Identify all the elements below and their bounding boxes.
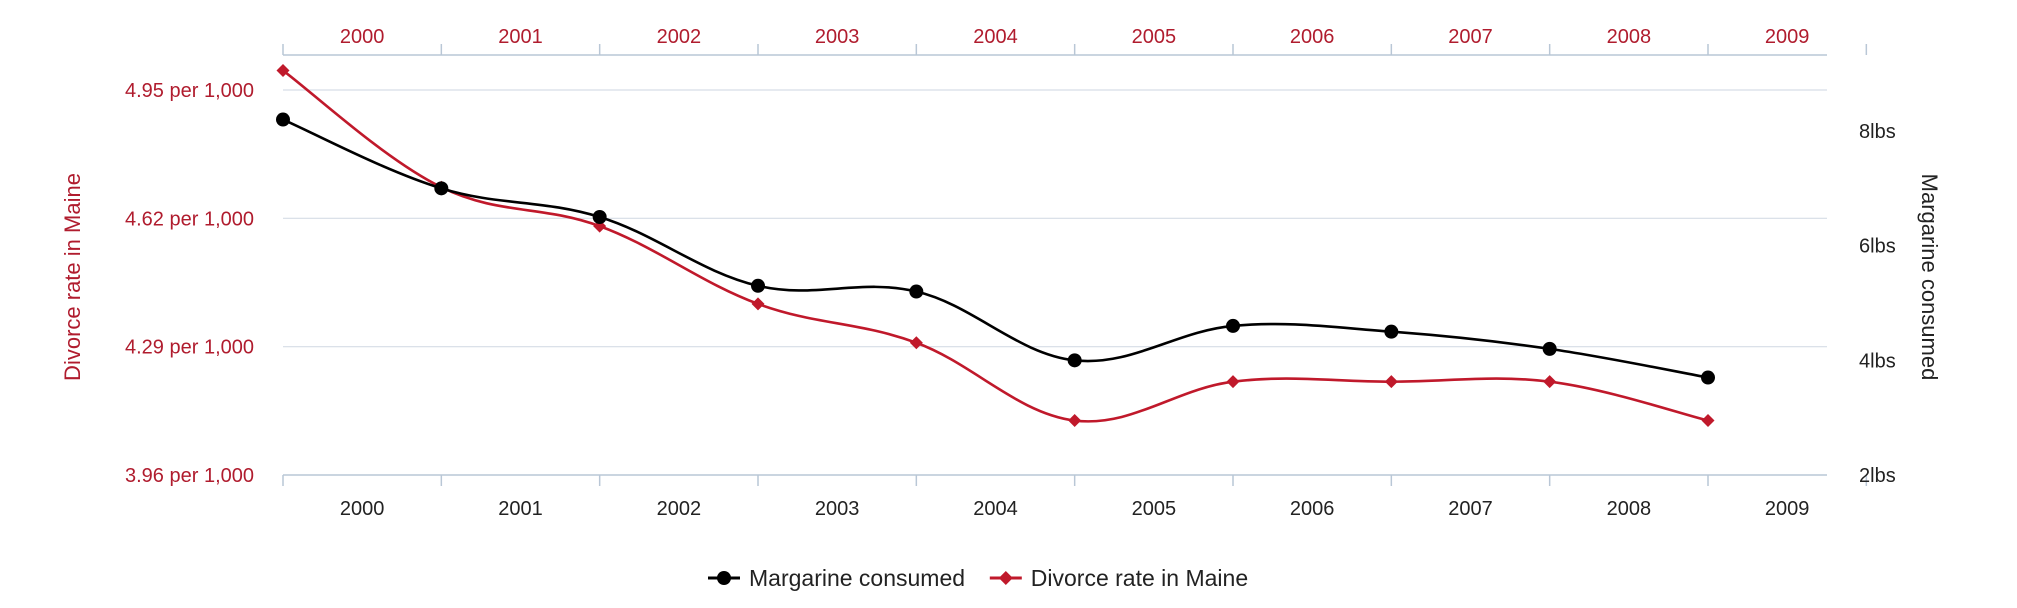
x-tick-label: 2006 [1290, 498, 1335, 520]
legend[interactable]: Margarine consumed Divorce rate in Maine [708, 565, 1248, 591]
x-tick-label: 2005 [1132, 498, 1177, 520]
data-point [1543, 375, 1557, 389]
data-point [592, 210, 607, 224]
data-point [1226, 318, 1240, 333]
series-group [276, 64, 1715, 428]
x-tick-label: 2009 [1765, 498, 1810, 520]
series-line [282, 69, 1709, 423]
tick-labels: 2000 2000 2001 2001 2002 2002 2003 2003 2004 2004… [125, 26, 1896, 520]
legend-item[interactable]: Margarine consumed [708, 565, 965, 591]
x-tick-label: 2007 [1448, 498, 1493, 520]
data-point [1384, 324, 1399, 339]
top-tick-label: 2009 [1765, 26, 1810, 48]
right-tick-label: 2lbs [1859, 465, 1896, 487]
axes [282, 44, 1868, 486]
right-tick-label: 4lbs [1859, 350, 1896, 372]
data-point [1067, 353, 1082, 368]
data-point [1068, 414, 1082, 428]
top-tick-label: 2006 [1290, 26, 1335, 48]
series-line [282, 118, 1709, 379]
right-tick-label: 6lbs [1859, 236, 1896, 258]
left-tick-label: 3.96 per 1,000 [125, 465, 254, 487]
top-tick-label: 2008 [1607, 26, 1652, 48]
x-tick-label: 2004 [973, 498, 1018, 520]
legend-item[interactable]: Divorce rate in Maine [989, 565, 1248, 591]
top-tick-label: 2002 [657, 26, 702, 48]
data-point [751, 278, 765, 293]
data-point [751, 297, 765, 311]
data-point [909, 284, 924, 299]
data-point [1701, 370, 1715, 385]
left-tick-label: 4.95 per 1,000 [125, 80, 254, 102]
left-tick-label: 4.62 per 1,000 [125, 208, 254, 230]
top-tick-label: 2001 [498, 26, 543, 48]
top-tick-label: 2005 [1132, 26, 1177, 48]
data-point [1542, 341, 1557, 356]
series-divorce-rate-in-maine [276, 64, 1715, 428]
data-point [276, 64, 290, 78]
data-point [1226, 375, 1240, 389]
data-point [909, 336, 923, 350]
right-tick-label: 8lbs [1859, 121, 1896, 143]
left-axis-title: Divorce rate in Maine [60, 173, 85, 381]
grid-lines [283, 89, 1827, 348]
legend-marker [717, 571, 731, 585]
legend-label: Margarine consumed [749, 565, 965, 591]
top-tick-label: 2000 [340, 26, 385, 48]
x-tick-label: 2008 [1607, 498, 1652, 520]
data-point [1384, 375, 1398, 389]
data-point [276, 112, 290, 127]
top-tick-label: 2004 [973, 26, 1018, 48]
legend-label: Divorce rate in Maine [1031, 565, 1248, 591]
x-tick-label: 2001 [498, 498, 543, 520]
left-tick-label: 4.29 per 1,000 [125, 337, 254, 359]
x-tick-label: 2003 [815, 498, 860, 520]
top-tick-label: 2003 [815, 26, 860, 48]
x-tick-label: 2002 [657, 498, 702, 520]
series-margarine-consumed [276, 112, 1715, 385]
legend-marker [998, 571, 1013, 585]
top-tick-label: 2007 [1448, 26, 1493, 48]
x-tick-label: 2000 [340, 498, 385, 520]
right-axis-title: Margarine consumed [1917, 174, 1942, 381]
data-point [434, 181, 449, 196]
data-point [1701, 414, 1715, 428]
